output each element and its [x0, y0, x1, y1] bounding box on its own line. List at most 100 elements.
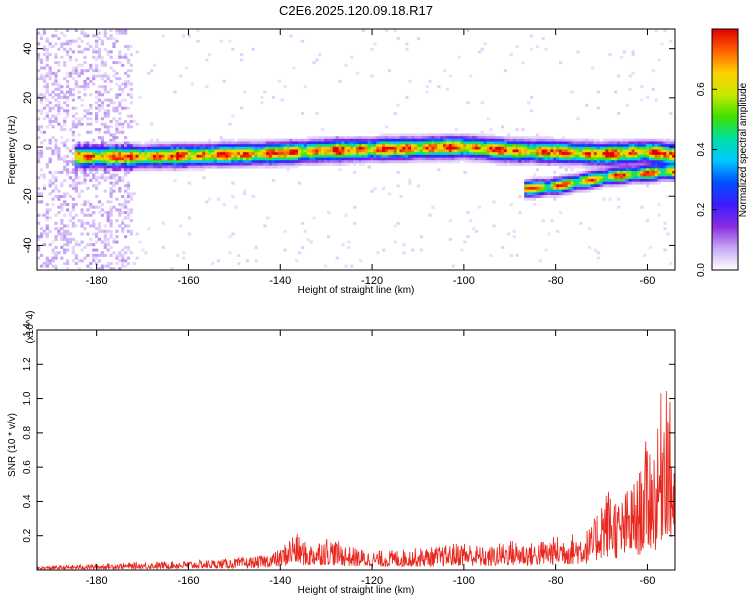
heatmap-cell	[654, 160, 658, 164]
heatmap-cell	[303, 149, 307, 153]
heatmap-cell	[561, 141, 566, 145]
heatmap-cell	[495, 149, 499, 153]
heatmap-cell	[646, 157, 650, 161]
heatmap-cell	[553, 138, 557, 142]
heatmap-cell	[437, 85, 441, 89]
heatmap-cell	[71, 69, 75, 73]
heatmap-cell	[648, 170, 653, 174]
heatmap-cell	[434, 138, 438, 142]
heatmap-cell	[37, 58, 41, 62]
heatmap-cell	[208, 144, 212, 148]
heatmap-cell	[332, 138, 336, 142]
heatmap-cell	[553, 144, 557, 148]
heatmap-cell	[663, 146, 667, 150]
heatmap-cell	[315, 144, 319, 148]
heatmap-cell	[614, 184, 618, 188]
heatmap-cell	[469, 133, 473, 137]
heatmap-cell	[158, 152, 162, 156]
heatmap-cell	[115, 165, 119, 169]
heatmap-cell	[138, 149, 142, 153]
heatmap-y-tick-label: -20	[22, 188, 34, 204]
heatmap-cell	[92, 165, 96, 169]
heatmap-cell	[419, 144, 423, 148]
heatmap-cell	[100, 63, 104, 67]
heatmap-cell	[535, 186, 539, 190]
heatmap-cell	[657, 146, 661, 150]
heatmap-cell	[547, 157, 551, 161]
heatmap-cell	[66, 203, 70, 207]
heatmap-cell	[300, 162, 305, 166]
heatmap-cell	[164, 144, 168, 148]
heatmap-cell	[193, 152, 197, 156]
heatmap-cell	[74, 125, 78, 129]
heatmap-cell	[86, 162, 90, 166]
heatmap-cell	[524, 197, 528, 201]
heatmap-cell	[283, 154, 287, 158]
heatmap-cell	[269, 154, 273, 158]
heatmap-cell	[54, 82, 58, 86]
heatmap-cell	[477, 141, 481, 145]
heatmap-cell	[408, 79, 412, 83]
heatmap-cell	[97, 37, 102, 41]
heatmap-cell	[240, 157, 244, 161]
heatmap-cell	[112, 168, 116, 172]
heatmap-cell	[89, 117, 93, 121]
heatmap-cell	[382, 144, 386, 148]
heatmap-cell	[240, 141, 244, 145]
heatmap-cell	[477, 136, 481, 140]
heatmap-cell	[532, 136, 537, 140]
heatmap-cell	[437, 152, 441, 156]
heatmap-cell	[106, 168, 110, 172]
heatmap-cell	[602, 165, 606, 169]
heatmap-cell	[593, 160, 597, 164]
heatmap-cell	[103, 130, 107, 134]
heatmap-cell	[121, 211, 125, 215]
heatmap-cell	[535, 184, 539, 188]
heatmap-cell	[109, 261, 113, 265]
heatmap-cell	[92, 224, 96, 228]
heatmap-cell	[126, 106, 131, 110]
heatmap-cell	[66, 240, 70, 244]
heatmap-cell	[358, 259, 363, 263]
heatmap-cell	[242, 165, 247, 169]
heatmap-cell	[457, 55, 461, 59]
heatmap-cell	[344, 264, 348, 268]
heatmap-cell	[474, 160, 479, 164]
heatmap-cell	[199, 165, 203, 169]
heatmap-cell	[524, 192, 528, 196]
heatmap-cell	[286, 144, 290, 148]
heatmap-cell	[501, 154, 505, 158]
heatmap-cell	[431, 138, 435, 142]
heatmap-cell	[187, 157, 191, 161]
heatmap-cell	[89, 103, 93, 107]
heatmap-cell	[277, 157, 281, 161]
heatmap-cell	[89, 146, 93, 150]
heatmap-cell	[402, 141, 406, 145]
heatmap-cell	[173, 149, 177, 153]
heatmap-cell	[147, 162, 151, 166]
heatmap-cell	[54, 253, 58, 257]
heatmap-cell	[411, 160, 415, 164]
heatmap-cell	[382, 160, 386, 164]
heatmap-cell	[257, 157, 261, 161]
heatmap-cell	[628, 168, 632, 172]
heatmap-cell	[202, 160, 206, 164]
heatmap-cell	[68, 93, 73, 97]
heatmap-cell	[286, 168, 290, 172]
heatmap-cell	[124, 235, 128, 239]
heatmap-cell	[405, 42, 409, 46]
heatmap-cell	[457, 149, 461, 153]
heatmap-cell	[211, 152, 215, 156]
heatmap-cell	[161, 221, 165, 225]
heatmap-cell	[405, 95, 409, 99]
heatmap-cell	[196, 160, 200, 164]
heatmap-cell	[608, 178, 612, 182]
heatmap-cell	[39, 37, 44, 41]
heatmap-cell	[605, 138, 609, 142]
heatmap-cell	[106, 170, 110, 174]
heatmap-cell	[437, 138, 441, 142]
heatmap-cell	[631, 170, 635, 174]
heatmap-cell	[625, 178, 629, 182]
heatmap-cell	[651, 141, 655, 145]
heatmap-cell	[45, 216, 49, 220]
